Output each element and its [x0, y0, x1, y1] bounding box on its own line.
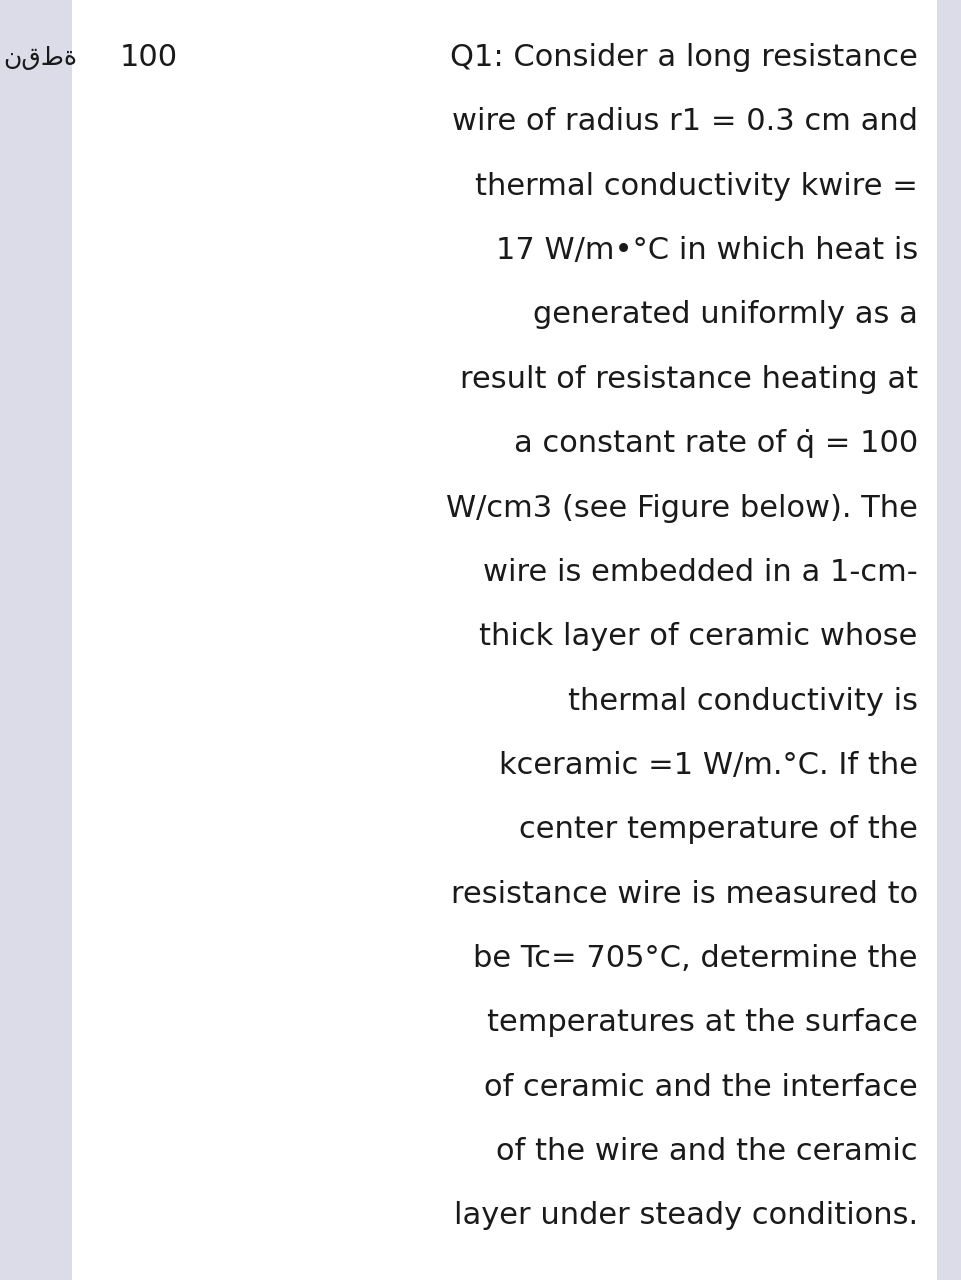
Text: center temperature of the: center temperature of the	[519, 815, 918, 845]
Text: thermal conductivity is: thermal conductivity is	[568, 686, 918, 716]
Text: of the wire and the ceramic: of the wire and the ceramic	[496, 1137, 918, 1166]
Text: wire of radius r1 = 0.3 cm and: wire of radius r1 = 0.3 cm and	[452, 108, 918, 137]
Bar	[937, 0, 961, 1280]
Text: Q1: Consider a long resistance: Q1: Consider a long resistance	[450, 44, 918, 72]
Text: نقطة: نقطة	[3, 46, 77, 69]
Text: temperatures at the surface: temperatures at the surface	[487, 1009, 918, 1037]
Text: a constant rate of q̇ = 100: a constant rate of q̇ = 100	[513, 429, 918, 458]
Text: layer under steady conditions.: layer under steady conditions.	[454, 1202, 918, 1230]
Text: 17 W/m•°C in which heat is: 17 W/m•°C in which heat is	[496, 236, 918, 265]
Text: result of resistance heating at: result of resistance heating at	[459, 365, 918, 394]
Text: thick layer of ceramic whose: thick layer of ceramic whose	[480, 622, 918, 652]
Text: 100: 100	[120, 44, 178, 72]
Text: kceramic =1 W/m.°C. If the: kceramic =1 W/m.°C. If the	[499, 751, 918, 780]
Text: generated uniformly as a: generated uniformly as a	[533, 301, 918, 329]
Text: W/cm3 (see Figure below). The: W/cm3 (see Figure below). The	[446, 494, 918, 522]
Text: wire is embedded in a 1-cm-: wire is embedded in a 1-cm-	[483, 558, 918, 586]
Text: resistance wire is measured to: resistance wire is measured to	[451, 879, 918, 909]
Text: be Tc= 705°C, determine the: be Tc= 705°C, determine the	[473, 943, 918, 973]
Text: of ceramic and the interface: of ceramic and the interface	[484, 1073, 918, 1102]
Bar	[0, 0, 72, 1280]
Text: thermal conductivity kwire =: thermal conductivity kwire =	[475, 172, 918, 201]
